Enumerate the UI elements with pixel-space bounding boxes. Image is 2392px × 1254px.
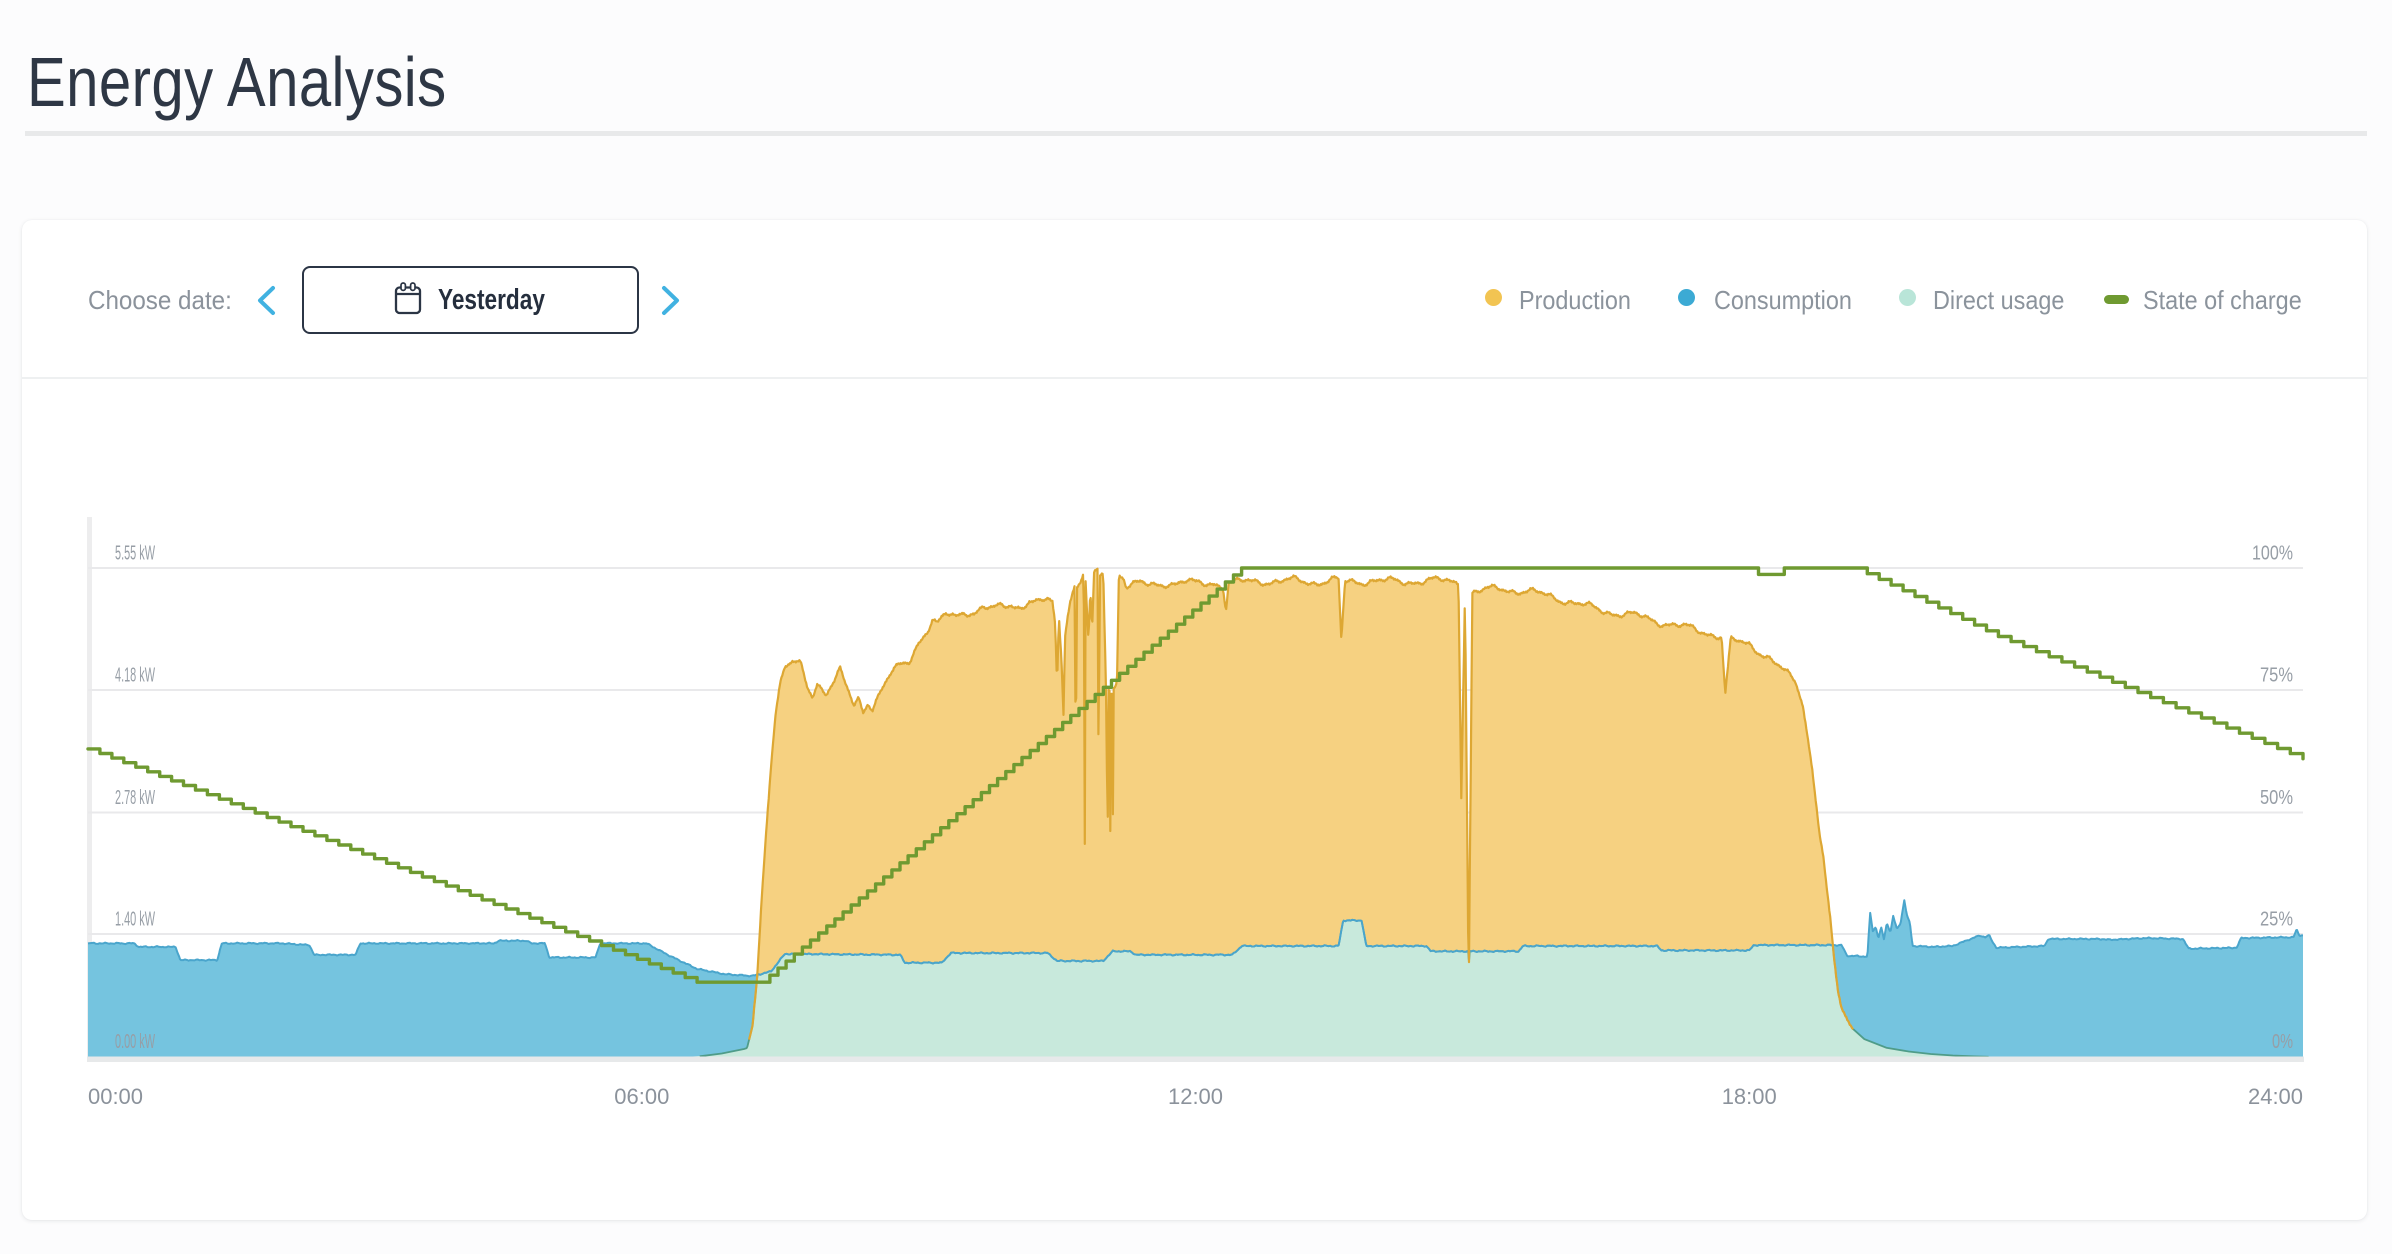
svg-text:12:00: 12:00 [1168,1084,1223,1109]
svg-text:2.78 kW: 2.78 kW [115,787,155,809]
svg-text:5.55 kW: 5.55 kW [115,543,155,565]
svg-text:0%: 0% [2272,1031,2293,1053]
svg-text:25%: 25% [2260,909,2293,931]
svg-text:00:00: 00:00 [88,1084,143,1109]
svg-text:4.18 kW: 4.18 kW [115,665,155,687]
svg-text:18:00: 18:00 [1722,1084,1777,1109]
svg-text:06:00: 06:00 [614,1084,669,1109]
svg-text:100%: 100% [2252,543,2293,565]
svg-text:24:00: 24:00 [2248,1084,2303,1109]
svg-text:75%: 75% [2260,665,2293,687]
svg-text:50%: 50% [2260,787,2293,809]
svg-text:1.40 kW: 1.40 kW [115,909,155,931]
svg-text:0.00 kW: 0.00 kW [115,1031,155,1053]
